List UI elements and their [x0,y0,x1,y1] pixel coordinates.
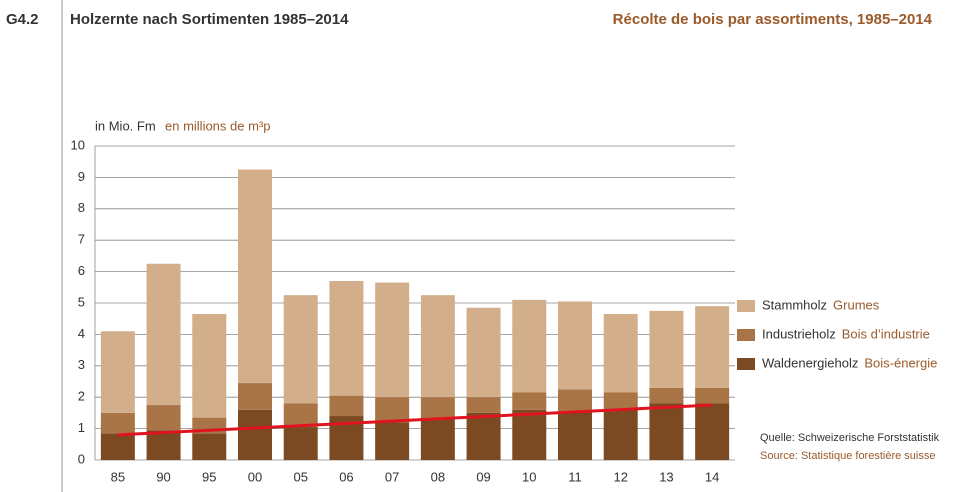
trend-line [117,403,713,437]
bar-segment [512,299,547,393]
bar-segment [649,403,684,460]
y-tick-label: 3 [78,357,85,372]
y-tick-label: 5 [78,294,85,309]
bar-segment [329,395,364,417]
bar-segment [649,387,684,404]
x-tick-label: 10 [522,469,536,484]
chart-title-fr: Récolte de bois par assortiments, 1985–2… [613,11,933,28]
x-tick-label: 07 [385,469,399,484]
bar-segment [512,392,547,410]
bar-segment [238,383,272,410]
bar-segment [375,397,410,423]
bar-segment [420,295,455,398]
y-axis-label: in Mio. Fm [95,118,156,133]
bar-segment [695,387,730,404]
bar-segment [512,409,547,460]
y-tick-label: 8 [78,200,85,215]
bar-segment [192,433,227,460]
y-tick-label: 4 [78,326,85,341]
x-tick-label: 09 [476,469,490,484]
bar-segment [192,313,227,418]
legend-label: Stammholz [762,297,827,312]
bar-segment [466,307,501,398]
bar-segment [695,403,730,460]
x-tick-label: 95 [202,469,216,484]
figure-number: G4.2 [6,11,39,28]
bar-segment [375,422,410,460]
bar-segment [695,306,730,388]
y-tick-label: 1 [78,420,85,435]
bar-segment [329,281,364,396]
x-tick-label: 12 [613,469,627,484]
x-tick-label: 08 [431,469,445,484]
bar-segment [558,411,592,460]
x-tick-label: 05 [293,469,307,484]
legend-label-fr: Bois-énergie [864,355,937,370]
bar-segment [603,313,638,393]
bar-segment [558,301,592,390]
x-tick-label: 11 [568,469,582,484]
legend-label: Waldenergieholz [762,355,858,370]
legend-label-fr: Bois d’industrie [842,326,930,341]
x-tick-label: 06 [339,469,353,484]
y-tick-label: 7 [78,232,85,247]
y-tick-label: 6 [78,263,85,278]
bar-segment [100,412,135,434]
bar-segment [283,427,318,460]
x-tick-label: 14 [705,469,719,484]
bar-segment [466,397,501,413]
y-axis-label-fr: en millions de m³p [165,118,271,133]
bar-segment [466,412,501,460]
legend-label: Industrieholz [762,326,836,341]
bar-segment [649,310,684,388]
bar-segment [420,397,455,420]
bar-segment [146,263,181,406]
source: Quelle: Schweizerische Forststatistik [760,432,940,444]
bar-segment [603,409,638,460]
chart-title: Holzernte nach Sortimenten 1985–2014 [70,11,349,28]
legend-swatch [737,329,755,341]
y-tick-label: 9 [78,169,85,184]
x-tick-label: 90 [156,469,170,484]
bar-segment [100,331,135,413]
bar-segment [603,392,638,410]
legend-swatch [737,358,755,370]
bar-segment [146,430,181,460]
y-tick-label: 10 [71,137,85,152]
legend-swatch [737,300,755,312]
x-tick-label: 85 [111,469,125,484]
bar-segment [420,419,455,460]
bar-segment [283,295,318,404]
bar-segment [238,169,272,384]
bar-segment [146,405,181,431]
bar-segment [558,389,592,412]
bar-segment [100,433,135,460]
bar-segment [375,282,410,398]
y-tick-label: 0 [78,451,85,466]
y-tick-label: 2 [78,389,85,404]
x-tick-label: 13 [659,469,673,484]
source-fr: Source: Statistique forestière suisse [760,450,935,462]
x-tick-label: 00 [248,469,262,484]
bar-segment [283,403,318,428]
bar-segment [238,409,272,460]
legend-label-fr: Grumes [833,297,880,312]
